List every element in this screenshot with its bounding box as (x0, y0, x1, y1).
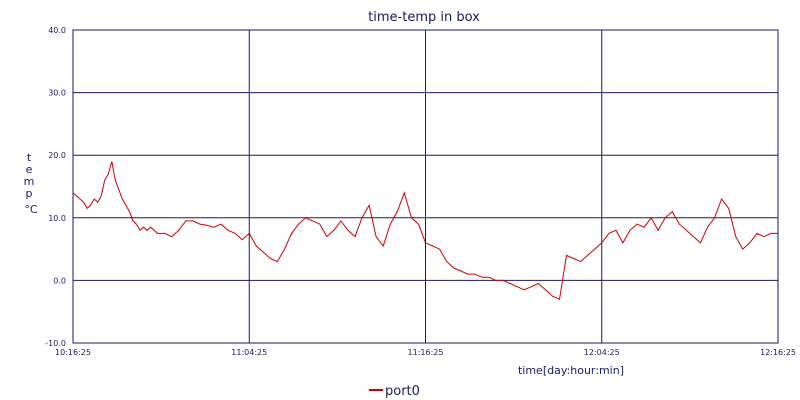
y-tick-label: 20.0 (48, 151, 66, 160)
x-tick-label: 12:04:25 (584, 348, 620, 357)
y-tick-labels: -10.0 0.0 10.0 20.0 30.0 40.0 (45, 26, 66, 348)
x-tick-label: 11:04:25 (231, 348, 267, 357)
legend-label-port0: port0 (385, 384, 420, 399)
y-tick-label: -10.0 (45, 339, 66, 348)
y-tick-label: 0.0 (53, 276, 66, 285)
grid-lines (73, 30, 778, 343)
x-tick-label: 10:16:25 (55, 348, 91, 357)
x-tick-label: 11:16:25 (408, 348, 444, 357)
y-axis-unit: °C (24, 203, 38, 216)
y-tick-label: 30.0 (48, 89, 66, 98)
legend: port0 (369, 384, 420, 399)
x-tick-label: 12:16:25 (760, 348, 796, 357)
x-tick-labels: 10:16:25 11:04:25 11:16:25 12:04:25 12:16:25 (55, 348, 796, 357)
series-line-port0 (72, 161, 778, 300)
y-tick-label: 10.0 (48, 214, 66, 223)
x-axis-label: time[day:hour:min] (518, 364, 624, 377)
chart-title: time-temp in box (368, 10, 480, 25)
svg-text:temp: temp (24, 151, 35, 200)
y-tick-label: 40.0 (48, 26, 66, 35)
